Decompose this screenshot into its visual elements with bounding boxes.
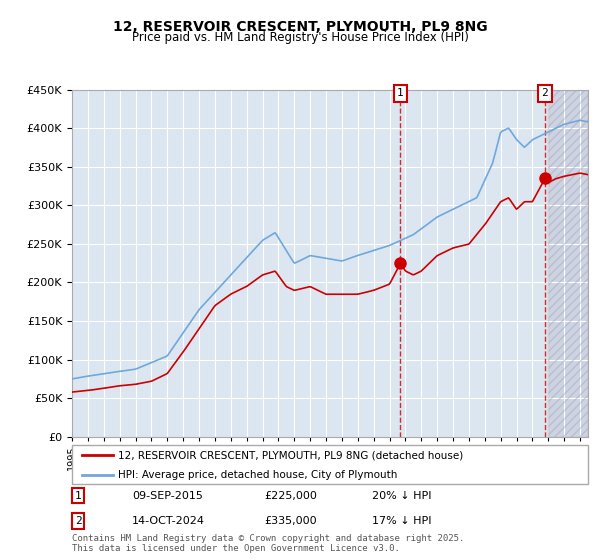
- Text: 2: 2: [542, 88, 548, 99]
- Text: Price paid vs. HM Land Registry's House Price Index (HPI): Price paid vs. HM Land Registry's House …: [131, 31, 469, 44]
- Bar: [548, 90, 588, 437]
- Text: 17% ↓ HPI: 17% ↓ HPI: [372, 516, 431, 526]
- FancyBboxPatch shape: [72, 445, 588, 484]
- Text: 12, RESERVOIR CRESCENT, PLYMOUTH, PL9 8NG: 12, RESERVOIR CRESCENT, PLYMOUTH, PL9 8N…: [113, 20, 487, 34]
- Bar: [548, 90, 588, 437]
- Text: Contains HM Land Registry data © Crown copyright and database right 2025.
This d: Contains HM Land Registry data © Crown c…: [72, 534, 464, 553]
- Text: £335,000: £335,000: [264, 516, 317, 526]
- Text: 1: 1: [74, 491, 82, 501]
- Text: 2: 2: [74, 516, 82, 526]
- Text: £225,000: £225,000: [264, 491, 317, 501]
- Text: 12, RESERVOIR CRESCENT, PLYMOUTH, PL9 8NG (detached house): 12, RESERVOIR CRESCENT, PLYMOUTH, PL9 8N…: [118, 450, 464, 460]
- Text: 09-SEP-2015: 09-SEP-2015: [132, 491, 203, 501]
- Text: HPI: Average price, detached house, City of Plymouth: HPI: Average price, detached house, City…: [118, 470, 398, 479]
- Text: 20% ↓ HPI: 20% ↓ HPI: [372, 491, 431, 501]
- Text: 14-OCT-2024: 14-OCT-2024: [132, 516, 205, 526]
- Text: 1: 1: [397, 88, 404, 99]
